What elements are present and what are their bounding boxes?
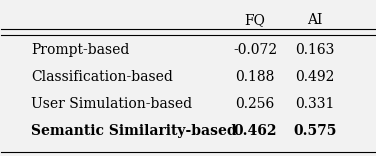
Text: FQ: FQ [245, 13, 265, 27]
Text: Semantic Similarity-based: Semantic Similarity-based [31, 124, 237, 138]
Text: 0.575: 0.575 [293, 124, 337, 138]
Text: 0.462: 0.462 [233, 124, 277, 138]
Text: Prompt-based: Prompt-based [31, 43, 130, 57]
Text: 0.492: 0.492 [295, 70, 335, 84]
Text: 0.256: 0.256 [235, 97, 275, 111]
Text: -0.072: -0.072 [233, 43, 277, 57]
Text: 0.188: 0.188 [235, 70, 275, 84]
Text: 0.163: 0.163 [295, 43, 335, 57]
Text: Classification-based: Classification-based [31, 70, 173, 84]
Text: 0.331: 0.331 [295, 97, 335, 111]
Text: AI: AI [307, 13, 323, 27]
Text: User Simulation-based: User Simulation-based [31, 97, 193, 111]
